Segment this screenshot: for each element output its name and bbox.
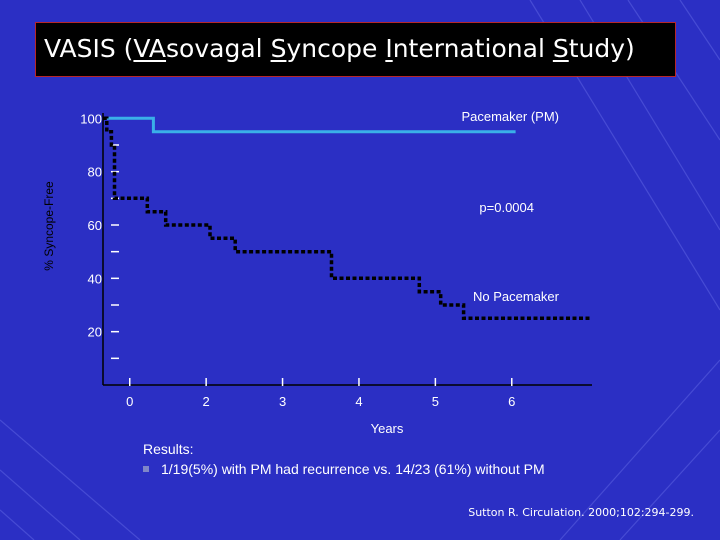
citation: Sutton R. Circulation. 2000;102:294-299.: [468, 506, 694, 519]
pacemaker-series-line: [103, 116, 516, 134]
y-tick-label: 20: [88, 325, 102, 340]
results-item-text: 1/19(5%) with PM had recurrence vs. 14/2…: [161, 461, 545, 477]
title-part: S: [552, 34, 569, 63]
title-part: nternational: [392, 34, 553, 63]
x-tick-label: 0: [126, 394, 133, 409]
y-axis-label: % Syncope-Free: [42, 181, 56, 271]
title-part: VA: [133, 34, 167, 63]
pacemaker-annotation: Pacemaker (PM): [461, 109, 559, 124]
title-part: sovagal: [166, 34, 271, 63]
title-part: tudy): [568, 34, 635, 63]
results-block: Results: 1/19(5%) with PM had recurrence…: [143, 441, 545, 477]
no-pacemaker-series-line: [103, 116, 592, 321]
x-axis-label: Years: [371, 421, 404, 436]
y-tick-label: 40: [88, 271, 102, 286]
title-part: S: [270, 34, 287, 63]
no-pacemaker-annotation: No Pacemaker: [473, 289, 560, 304]
x-tick-label: 4: [355, 394, 362, 409]
slide-title: VASIS (VAsovagal Syncope International S…: [44, 34, 635, 63]
x-tick-label: 6: [508, 394, 515, 409]
x-tick-label: 5: [432, 394, 439, 409]
square-bullet-icon: [143, 466, 149, 473]
x-tick-label: 3: [279, 394, 286, 409]
x-tick-label: 2: [203, 394, 210, 409]
title-part: yncope: [286, 34, 386, 63]
y-tick-label: 100: [80, 111, 102, 126]
p-value-annotation: p=0.0004: [479, 200, 534, 215]
title-part: I: [385, 34, 393, 63]
results-heading: Results:: [143, 441, 194, 457]
title-part: VASIS (: [44, 34, 134, 63]
title-bar: VASIS (VAsovagal Syncope International S…: [35, 22, 676, 77]
y-tick-label: 80: [88, 165, 102, 180]
y-tick-label: 60: [88, 218, 102, 233]
results-item: 1/19(5%) with PM had recurrence vs. 14/2…: [143, 461, 545, 477]
